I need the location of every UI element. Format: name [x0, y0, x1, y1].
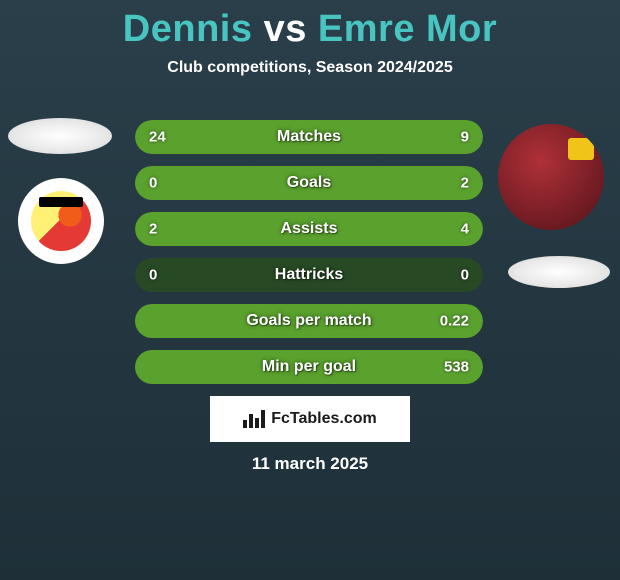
stat-value-right: 9 [461, 129, 469, 146]
page-title: Dennis vs Emre Mor [0, 0, 620, 51]
stat-label: Assists [281, 220, 338, 238]
stat-value-right: 2 [461, 175, 469, 192]
brand-chart-icon [243, 410, 265, 428]
stat-label: Matches [277, 128, 341, 146]
player1-ellipse [8, 118, 112, 154]
stat-row: 0 0 Hattricks [135, 258, 483, 292]
stat-value-right: 0 [461, 267, 469, 284]
stat-fill-left [135, 120, 388, 154]
player1-badge-circle [18, 178, 104, 264]
stat-row: 0 2 Goals [135, 166, 483, 200]
stats-container: 249Matches02Goals24Assists00Hattricks0.2… [135, 120, 483, 396]
date-text: 11 march 2025 [252, 454, 368, 474]
stat-label: Hattricks [275, 266, 343, 284]
title-vs: vs [264, 8, 307, 50]
stat-value-left: 0 [149, 267, 157, 284]
stat-value-right: 4 [461, 221, 469, 238]
title-player1: Dennis [123, 8, 253, 50]
goztepe-badge-icon [31, 191, 91, 251]
stat-value-right: 0.22 [440, 313, 469, 330]
player2-ellipse [508, 256, 610, 288]
stat-value-right: 538 [444, 359, 469, 376]
brand-box: FcTables.com [210, 396, 410, 442]
title-player2: Emre Mor [318, 8, 497, 50]
stat-label: Goals per match [246, 312, 371, 330]
stat-row: 0.22 Goals per match [135, 304, 483, 338]
stat-value-left: 24 [149, 129, 166, 146]
brand-text: FcTables.com [271, 410, 377, 428]
stat-row: 24 9 Matches [135, 120, 483, 154]
stat-label: Min per goal [262, 358, 356, 376]
stat-row: 538 Min per goal [135, 350, 483, 384]
stat-row: 2 4 Assists [135, 212, 483, 246]
subtitle: Club competitions, Season 2024/2025 [0, 59, 620, 77]
stat-value-left: 2 [149, 221, 157, 238]
player2-avatar-circle [498, 124, 604, 230]
stat-value-left: 0 [149, 175, 157, 192]
stat-label: Goals [287, 174, 331, 192]
